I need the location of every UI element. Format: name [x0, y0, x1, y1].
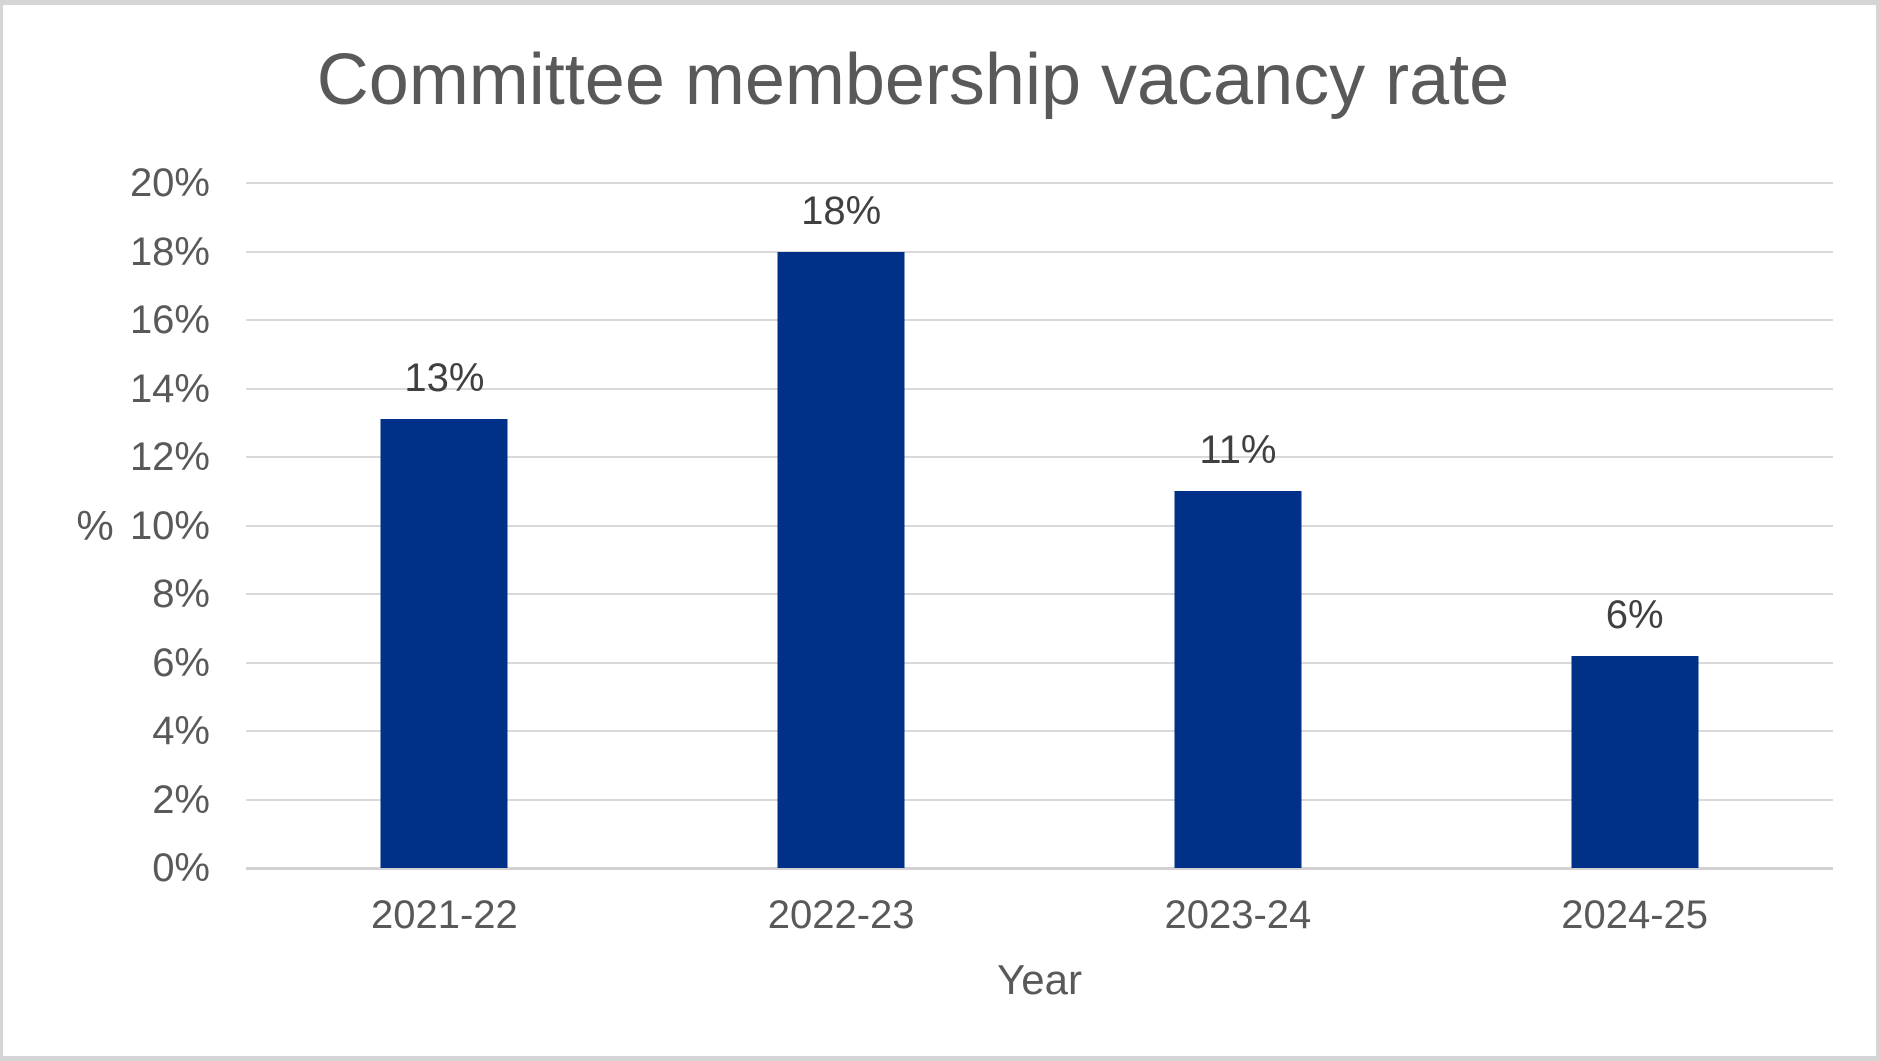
plot-area: 13% 18% 11% 6%: [246, 182, 1833, 870]
y-tick-label: 14%: [129, 366, 210, 411]
y-axis-tick-labels: 0% 2% 4% 6% 8% 10% 12% 14% 16% 18% 20%: [3, 161, 210, 890]
x-tick-label: 2023-24: [1164, 893, 1312, 937]
bar-slot: 6%: [1436, 183, 1833, 868]
chart-title: Committee membership vacancy rate: [316, 40, 1510, 120]
y-tick-label: 0%: [152, 846, 210, 890]
gridline: [246, 387, 1833, 390]
gridline: [246, 661, 1833, 664]
x-tick-label: 2022-23: [767, 893, 915, 937]
bar-2021-22: [380, 419, 508, 868]
gridline: [246, 456, 1833, 458]
x-axis-title: Year: [997, 956, 1082, 1003]
y-tick-label: 4%: [152, 709, 210, 753]
bar-data-label: 6%: [1605, 592, 1664, 637]
gridline: [246, 182, 1833, 184]
gridline: [246, 593, 1833, 595]
gridline: [246, 524, 1833, 527]
x-tick-label: 2024-25: [1561, 893, 1709, 937]
gridline: [246, 730, 1833, 732]
gridline: [246, 319, 1833, 321]
y-tick-label: 2%: [152, 777, 210, 822]
bar-data-label: 11%: [1199, 428, 1277, 473]
y-axis-title: %: [76, 502, 114, 549]
bar-2024-25: [1571, 655, 1699, 868]
bar-slot: 18%: [643, 183, 1040, 868]
x-axis-line: [246, 867, 1833, 870]
x-tick-label: 2021-22: [370, 893, 518, 937]
y-tick-label: 20%: [129, 161, 210, 205]
x-axis-tick-labels: 2021-22 2022-23 2023-24 2024-25: [246, 893, 1833, 937]
y-tick-label: 8%: [152, 572, 210, 616]
bar-data-label: 18%: [801, 188, 882, 233]
y-tick-label: 16%: [129, 298, 210, 342]
gridline: [246, 250, 1833, 253]
y-tick-label: 10%: [129, 503, 210, 548]
bar-data-label: 13%: [404, 356, 485, 401]
gridline: [246, 798, 1833, 801]
y-tick-label: 18%: [129, 229, 210, 274]
y-tick-label: 12%: [129, 435, 210, 479]
bar-slot: 13%: [246, 183, 643, 868]
bars-layer: 13% 18% 11% 6%: [246, 183, 1833, 868]
bar-2023-24: [1174, 491, 1302, 868]
bar-2022-23: [777, 251, 905, 868]
bar-slot: 11%: [1040, 183, 1437, 868]
y-tick-label: 6%: [152, 640, 210, 685]
